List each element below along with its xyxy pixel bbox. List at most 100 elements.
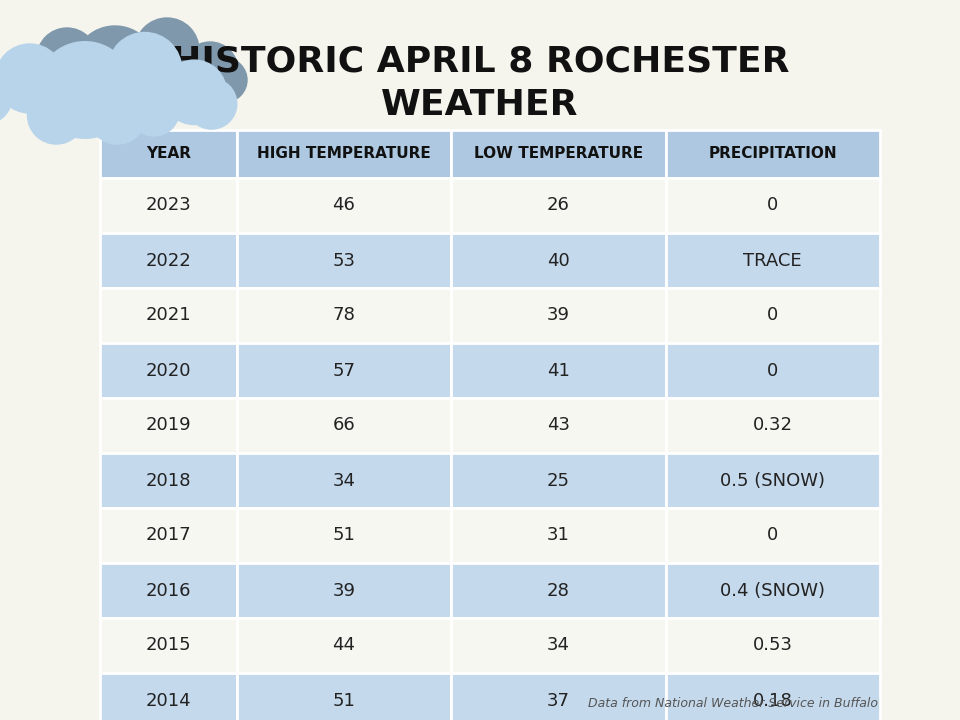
Text: 2016: 2016: [146, 582, 191, 600]
FancyBboxPatch shape: [100, 508, 236, 563]
Text: 0: 0: [767, 526, 779, 544]
FancyBboxPatch shape: [665, 563, 880, 618]
FancyBboxPatch shape: [236, 508, 451, 563]
Circle shape: [28, 86, 85, 144]
Text: LOW TEMPERATURE: LOW TEMPERATURE: [473, 146, 643, 161]
FancyBboxPatch shape: [451, 288, 665, 343]
Text: TRACE: TRACE: [743, 251, 802, 269]
Circle shape: [37, 28, 97, 88]
Text: 39: 39: [547, 307, 569, 325]
Text: PRECIPITATION: PRECIPITATION: [708, 146, 837, 161]
Circle shape: [88, 86, 146, 144]
FancyBboxPatch shape: [665, 288, 880, 343]
Text: 78: 78: [332, 307, 355, 325]
FancyBboxPatch shape: [665, 233, 880, 288]
FancyBboxPatch shape: [451, 563, 665, 618]
FancyBboxPatch shape: [236, 343, 451, 398]
Text: 0.18: 0.18: [753, 691, 793, 709]
FancyBboxPatch shape: [100, 343, 236, 398]
Text: 2023: 2023: [145, 197, 191, 215]
Text: 2020: 2020: [146, 361, 191, 379]
FancyBboxPatch shape: [665, 673, 880, 720]
Text: 0: 0: [767, 197, 779, 215]
FancyBboxPatch shape: [236, 178, 451, 233]
FancyBboxPatch shape: [665, 343, 880, 398]
Text: 2019: 2019: [145, 416, 191, 434]
Text: 2018: 2018: [146, 472, 191, 490]
FancyBboxPatch shape: [236, 398, 451, 453]
Text: 51: 51: [332, 526, 355, 544]
Text: 51: 51: [332, 691, 355, 709]
Text: 41: 41: [547, 361, 569, 379]
Circle shape: [108, 32, 181, 106]
FancyBboxPatch shape: [100, 673, 236, 720]
FancyBboxPatch shape: [451, 398, 665, 453]
Text: 34: 34: [332, 472, 355, 490]
Text: 2017: 2017: [145, 526, 191, 544]
Text: 40: 40: [547, 251, 569, 269]
Text: 2015: 2015: [145, 636, 191, 654]
Text: YEAR: YEAR: [146, 146, 191, 161]
FancyBboxPatch shape: [451, 618, 665, 673]
FancyBboxPatch shape: [236, 453, 451, 508]
Text: 43: 43: [547, 416, 569, 434]
Text: 57: 57: [332, 361, 355, 379]
Text: 37: 37: [547, 691, 569, 709]
FancyBboxPatch shape: [236, 618, 451, 673]
FancyBboxPatch shape: [236, 130, 451, 178]
FancyBboxPatch shape: [451, 673, 665, 720]
Text: 0.53: 0.53: [753, 636, 793, 654]
Text: 66: 66: [332, 416, 355, 434]
Text: 34: 34: [547, 636, 569, 654]
FancyBboxPatch shape: [665, 508, 880, 563]
FancyBboxPatch shape: [100, 233, 236, 288]
FancyBboxPatch shape: [236, 673, 451, 720]
Text: 31: 31: [547, 526, 569, 544]
Text: 2022: 2022: [145, 251, 191, 269]
Text: 39: 39: [332, 582, 355, 600]
Text: 0: 0: [767, 307, 779, 325]
Text: 2014: 2014: [145, 691, 191, 709]
FancyBboxPatch shape: [100, 398, 236, 453]
FancyBboxPatch shape: [451, 508, 665, 563]
Circle shape: [129, 86, 180, 136]
Circle shape: [73, 26, 157, 110]
Text: HISTORIC APRIL 8 ROCHESTER: HISTORIC APRIL 8 ROCHESTER: [171, 45, 789, 79]
FancyBboxPatch shape: [665, 398, 880, 453]
Circle shape: [2, 48, 52, 98]
FancyBboxPatch shape: [451, 130, 665, 178]
Text: 0.4 (SNOW): 0.4 (SNOW): [720, 582, 826, 600]
FancyBboxPatch shape: [100, 288, 236, 343]
FancyBboxPatch shape: [451, 233, 665, 288]
FancyBboxPatch shape: [665, 130, 880, 178]
Text: 46: 46: [332, 197, 355, 215]
Text: 2021: 2021: [145, 307, 191, 325]
Circle shape: [162, 60, 227, 125]
Text: Data from National Weather Service in Buffalo: Data from National Weather Service in Bu…: [588, 697, 878, 710]
Text: 28: 28: [547, 582, 569, 600]
FancyBboxPatch shape: [100, 178, 236, 233]
Circle shape: [186, 78, 237, 129]
FancyBboxPatch shape: [100, 618, 236, 673]
Text: 53: 53: [332, 251, 355, 269]
FancyBboxPatch shape: [236, 288, 451, 343]
Circle shape: [0, 44, 64, 113]
Text: 26: 26: [547, 197, 569, 215]
Text: 0: 0: [767, 361, 779, 379]
FancyBboxPatch shape: [100, 130, 236, 178]
Circle shape: [182, 42, 238, 98]
Circle shape: [203, 58, 247, 102]
Text: WEATHER: WEATHER: [381, 88, 579, 122]
Circle shape: [65, 65, 115, 115]
FancyBboxPatch shape: [236, 563, 451, 618]
FancyBboxPatch shape: [451, 343, 665, 398]
Circle shape: [135, 18, 199, 82]
FancyBboxPatch shape: [451, 453, 665, 508]
FancyBboxPatch shape: [236, 233, 451, 288]
FancyBboxPatch shape: [665, 618, 880, 673]
Circle shape: [153, 64, 197, 108]
FancyBboxPatch shape: [100, 453, 236, 508]
Text: 44: 44: [332, 636, 355, 654]
Text: HIGH TEMPERATURE: HIGH TEMPERATURE: [257, 146, 431, 161]
Circle shape: [0, 63, 30, 103]
